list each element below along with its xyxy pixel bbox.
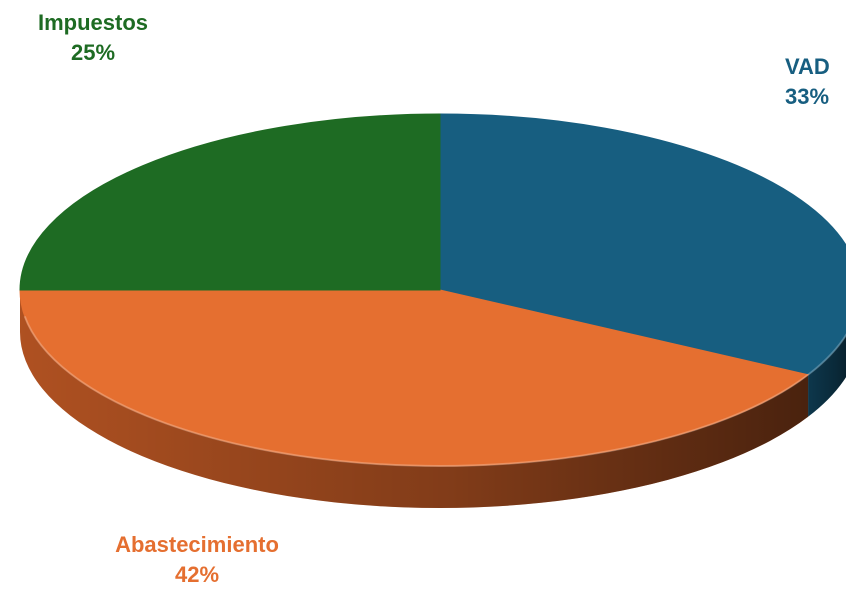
- slice-value-impuestos: 25%: [70, 40, 116, 65]
- pie-side-shade-abastecimiento: [20, 290, 809, 509]
- slice-value-vad: 33%: [785, 84, 830, 109]
- pie-top-group: [19, 113, 846, 468]
- slice-name-abastecimiento: Abastecimiento: [115, 532, 279, 557]
- pie-side-group: [20, 290, 846, 509]
- slice-label-impuestos: Impuestos 25%: [23, 8, 163, 68]
- slice-label-abastecimiento: Abastecimiento 42%: [87, 530, 307, 590]
- pie-slice-vad: [439, 113, 846, 376]
- slice-name-vad: VAD: [785, 54, 830, 79]
- pie-side-shade-vad: [808, 334, 846, 417]
- slice-name-impuestos: Impuestos: [37, 10, 149, 35]
- slice-label-vad: VAD 33%: [785, 52, 846, 112]
- slice-value-abastecimiento: 42%: [174, 562, 220, 587]
- pie-slice-impuestos: [19, 113, 441, 291]
- pie-rim-highlight: [23, 315, 846, 468]
- pie-slice-abastecimiento: [19, 289, 810, 467]
